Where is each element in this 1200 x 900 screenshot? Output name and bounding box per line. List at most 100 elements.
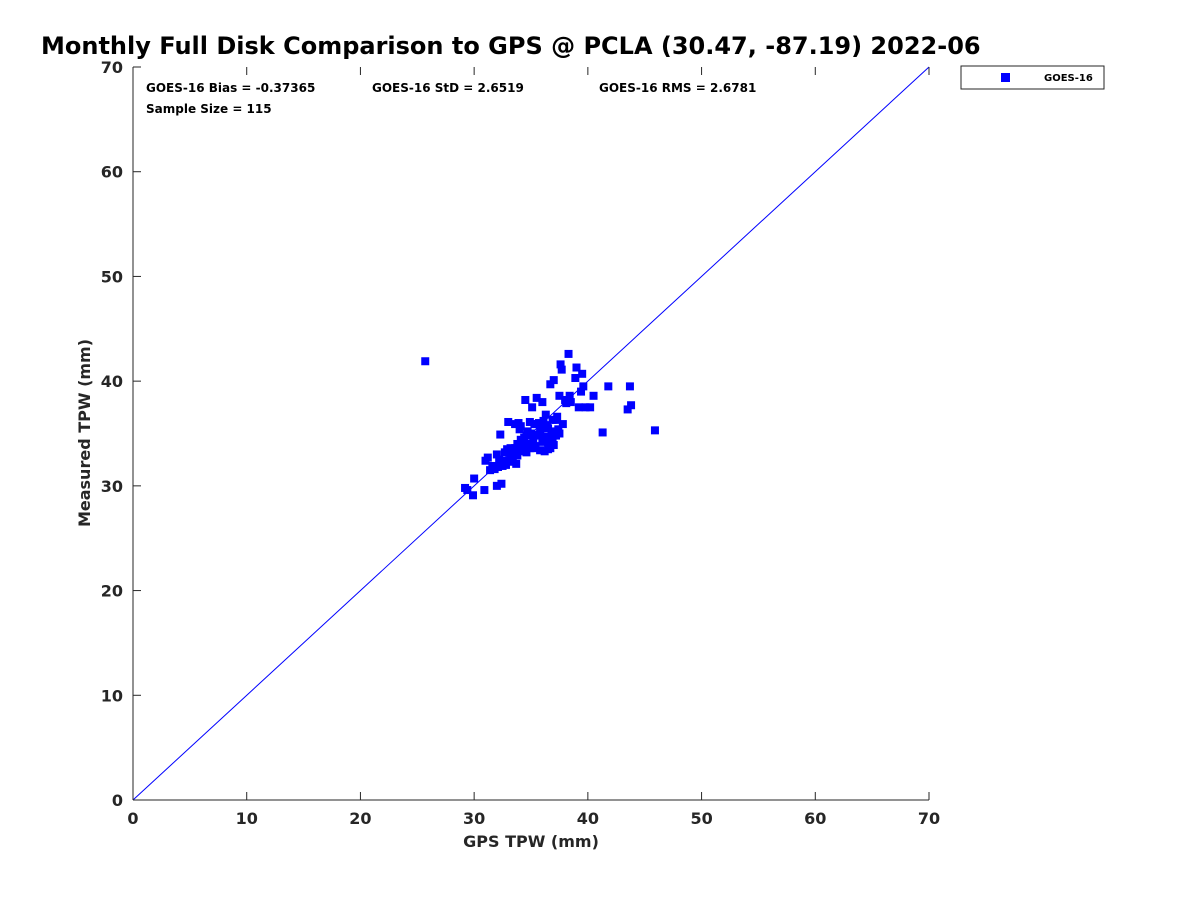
sample-size-stat: Sample Size = 115	[146, 102, 272, 116]
data-point	[492, 481, 501, 490]
data-point	[494, 463, 503, 472]
y-tick-label: 0	[112, 791, 123, 810]
data-point	[536, 427, 545, 436]
data-point	[555, 391, 564, 400]
data-point	[586, 403, 595, 412]
data-point	[572, 363, 581, 372]
x-axis-ticks: 0 10 20 30 40 50 60 70	[127, 67, 940, 828]
data-point	[522, 431, 531, 440]
data-point	[566, 398, 575, 407]
y-tick-label: 10	[101, 686, 123, 705]
x-tick-label: 20	[349, 809, 371, 828]
data-point	[532, 393, 541, 402]
data-point	[579, 382, 588, 391]
data-point	[538, 398, 547, 407]
data-point	[548, 436, 557, 445]
data-point	[507, 450, 516, 459]
data-point	[513, 451, 522, 460]
legend-box	[960, 65, 1105, 90]
data-point	[421, 357, 430, 366]
x-tick-label: 0	[127, 809, 138, 828]
data-point	[511, 420, 520, 429]
data-point	[581, 403, 590, 412]
data-point	[627, 401, 636, 410]
data-point	[525, 417, 534, 426]
data-point	[492, 450, 501, 459]
data-point	[565, 391, 574, 400]
data-point	[496, 430, 505, 439]
y-tick-label: 20	[101, 582, 123, 601]
data-point	[495, 455, 504, 464]
data-point	[483, 453, 492, 462]
data-point	[463, 486, 472, 495]
x-tick-label: 60	[804, 809, 826, 828]
data-point	[604, 382, 613, 391]
data-points	[421, 349, 659, 500]
data-point	[521, 395, 530, 404]
data-point	[556, 360, 565, 369]
data-point	[480, 486, 489, 495]
data-point	[469, 491, 478, 500]
data-point	[515, 425, 524, 434]
std-stat: GOES-16 StD = 2.6519	[372, 81, 524, 95]
x-tick-label: 30	[463, 809, 485, 828]
y-axis-ticks: 0 10 20 30 40 50 60 70	[101, 58, 141, 810]
data-point	[546, 444, 555, 453]
data-point	[527, 429, 535, 438]
y-tick-label: 30	[101, 477, 123, 496]
x-tick-label: 70	[918, 809, 940, 828]
data-point	[531, 430, 540, 439]
data-point	[625, 382, 634, 391]
data-point	[546, 380, 555, 389]
data-point	[513, 439, 522, 448]
y-tick-label: 60	[101, 163, 123, 182]
data-point	[486, 466, 495, 475]
x-tick-label: 40	[577, 809, 599, 828]
data-point	[598, 428, 607, 437]
plot-area: 0 10 20 30 40 50 60 70 0 10 20 30 40 50 60 70	[101, 58, 940, 828]
data-point	[522, 448, 531, 457]
data-point	[623, 405, 632, 414]
data-point	[504, 417, 513, 426]
data-point	[552, 415, 561, 424]
data-point	[511, 444, 520, 453]
y-tick-label: 70	[101, 58, 123, 77]
bias-stat: GOES-16 Bias = -0.37365	[146, 81, 315, 95]
data-point	[528, 403, 537, 412]
data-point	[520, 441, 529, 450]
data-point	[549, 376, 558, 385]
data-point	[577, 387, 586, 396]
data-point	[512, 459, 521, 468]
data-point	[544, 424, 553, 433]
data-point	[529, 435, 538, 444]
data-point	[589, 391, 598, 400]
data-point	[554, 425, 563, 434]
x-axis-label: GPS TPW (mm)	[463, 832, 599, 851]
x-tick-label: 10	[236, 809, 258, 828]
data-point	[558, 420, 567, 429]
y-tick-label: 40	[101, 372, 123, 391]
legend-label: GOES-16	[1044, 73, 1093, 84]
data-point	[562, 399, 571, 408]
y-tick-label: 50	[101, 267, 123, 286]
data-point	[536, 446, 545, 455]
data-point	[527, 442, 535, 451]
y-axis-label: Measured TPW (mm)	[75, 339, 94, 527]
data-point	[555, 429, 564, 438]
rms-stat: GOES-16 RMS = 2.6781	[599, 81, 756, 95]
data-point	[532, 420, 541, 429]
data-point	[506, 444, 515, 453]
data-point	[557, 365, 566, 374]
legend-marker	[1001, 73, 1010, 82]
data-point	[540, 434, 549, 443]
data-point	[516, 435, 525, 444]
data-point	[470, 474, 479, 483]
data-point	[650, 426, 659, 435]
data-point	[541, 410, 550, 419]
data-point	[564, 349, 573, 358]
data-point	[571, 374, 580, 383]
legend: GOES-16	[960, 65, 1105, 90]
data-point	[497, 479, 506, 488]
chart-title: Monthly Full Disk Comparison to GPS @ PC…	[41, 32, 981, 60]
